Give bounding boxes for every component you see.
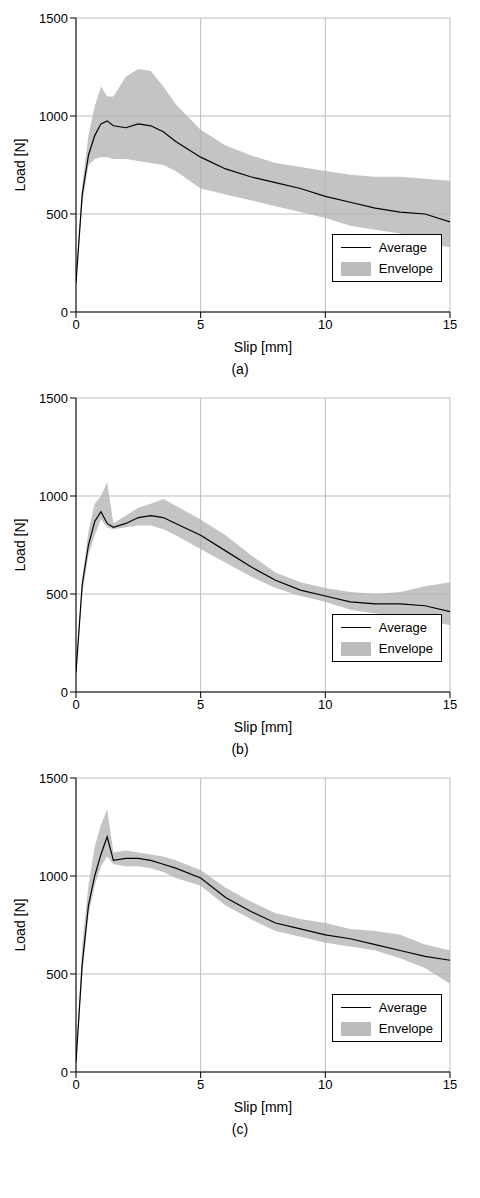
svg-text:500: 500: [46, 587, 68, 602]
svg-text:5: 5: [197, 1077, 204, 1092]
svg-text:0: 0: [72, 697, 79, 712]
svg-text:5: 5: [197, 317, 204, 332]
html-text:Average: Average: [378, 240, 427, 255]
html-text:(c): (c): [231, 1121, 249, 1137]
html-text:Average: Average: [378, 620, 427, 635]
svg-text:Load [N]: Load [N]: [12, 139, 28, 192]
html-text:Average: Average: [378, 1000, 427, 1015]
html-text:Envelope: Envelope: [378, 1021, 433, 1036]
svg-text:0: 0: [72, 317, 79, 332]
svg-text:500: 500: [46, 207, 68, 222]
html-text:(b): (b): [231, 741, 249, 757]
svg-text:1500: 1500: [39, 391, 68, 406]
svg-text:0: 0: [61, 1065, 68, 1080]
svg-text:1000: 1000: [39, 489, 68, 504]
html-text:Envelope: Envelope: [378, 641, 433, 656]
svg-text:1000: 1000: [39, 869, 68, 884]
svg-text:Slip [mm]: Slip [mm]: [234, 339, 292, 355]
svg-text:15: 15: [443, 317, 457, 332]
svg-text:15: 15: [443, 697, 457, 712]
svg-text:1500: 1500: [39, 11, 68, 26]
svg-text:10: 10: [318, 697, 332, 712]
svg-text:5: 5: [197, 697, 204, 712]
svg-text:Slip [mm]: Slip [mm]: [234, 1099, 292, 1115]
svg-text:0: 0: [61, 685, 68, 700]
html-text:Envelope: Envelope: [378, 261, 433, 276]
svg-text:15: 15: [443, 1077, 457, 1092]
svg-text:0: 0: [61, 305, 68, 320]
svg-text:Load [N]: Load [N]: [12, 899, 28, 952]
svg-text:Load [N]: Load [N]: [12, 519, 28, 572]
svg-text:1500: 1500: [39, 771, 68, 786]
html-text:(a): (a): [231, 361, 249, 377]
svg-text:1000: 1000: [39, 109, 68, 124]
svg-text:Slip [mm]: Slip [mm]: [234, 719, 292, 735]
svg-text:10: 10: [318, 1077, 332, 1092]
svg-text:500: 500: [46, 967, 68, 982]
svg-text:0: 0: [72, 1077, 79, 1092]
svg-text:10: 10: [318, 317, 332, 332]
